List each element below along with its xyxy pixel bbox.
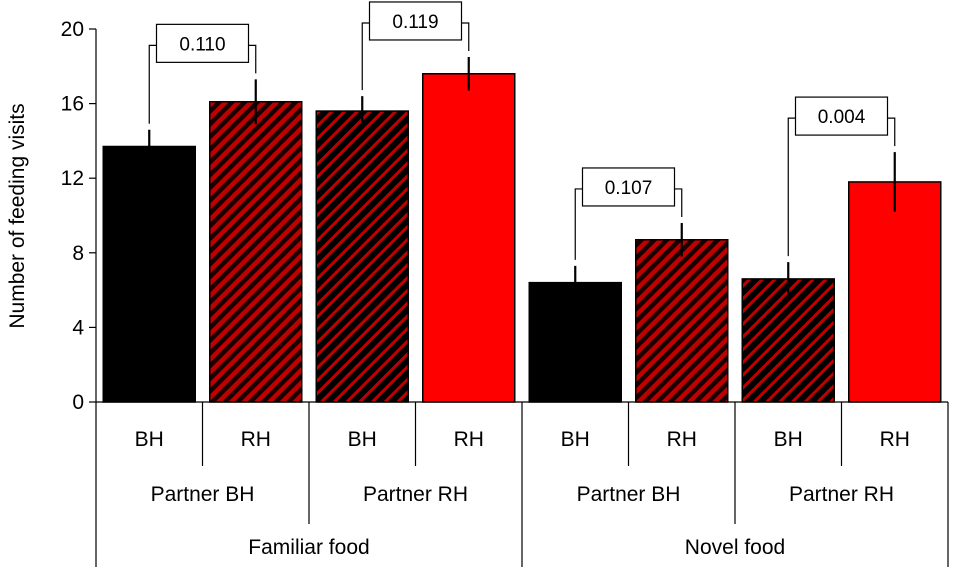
y-axis-label: Number of feeding visits — [6, 103, 29, 328]
category-label-7: RH — [880, 428, 910, 451]
bars-group — [96, 56, 948, 403]
y-tick-label-4: 16 — [61, 93, 84, 116]
category-label-5: RH — [667, 428, 697, 451]
category-label-1: RH — [241, 428, 271, 451]
bar-5 — [635, 238, 729, 403]
bar-4 — [528, 281, 622, 403]
y-tick-label-0: 0 — [72, 391, 84, 414]
y-axis: 0 4 8 12 16 20 — [61, 18, 97, 414]
y-tick-label-5: 20 — [61, 18, 84, 41]
y-tick-label-1: 4 — [72, 316, 84, 339]
bar-2 — [315, 110, 409, 403]
category-label-0: BH — [135, 428, 164, 451]
category-label-6: BH — [774, 428, 803, 451]
p-value-label-3: 0.004 — [818, 107, 866, 128]
p-value-box-1 — [368, 1, 463, 41]
food-label-0: Familiar food — [248, 536, 369, 559]
p-value-box-0 — [155, 23, 250, 63]
category-label-4: BH — [561, 428, 590, 451]
p-value-box-3 — [794, 96, 889, 136]
p-value-box-2 — [581, 167, 676, 207]
p-value-label-0: 0.110 — [179, 34, 225, 55]
y-tick-label-3: 12 — [61, 167, 84, 190]
p-value-label-2: 0.107 — [605, 178, 653, 199]
bar-0 — [102, 145, 196, 403]
bar-6 — [741, 278, 835, 403]
y-tick-label-2: 8 — [72, 242, 84, 265]
bar-1 — [209, 100, 303, 403]
p-value-label-1: 0.119 — [392, 12, 438, 33]
category-label-3: RH — [454, 428, 484, 451]
partner-label-1: Partner RH — [363, 483, 468, 506]
food-label-1: Novel food — [685, 536, 785, 559]
partner-label-0: Partner BH — [151, 483, 255, 506]
category-axis: BH RH BH RH BH RH BH RH Partner BH Partner RH Part… — [95, 402, 949, 567]
category-label-2: BH — [348, 428, 377, 451]
comparisons-group: 0.110 0.119 0.107 0.004 — [148, 1, 896, 260]
partner-label-2: Partner BH — [577, 483, 681, 506]
bar-3 — [422, 73, 516, 403]
bar-7 — [848, 181, 942, 403]
partner-label-3: Partner RH — [789, 483, 894, 506]
